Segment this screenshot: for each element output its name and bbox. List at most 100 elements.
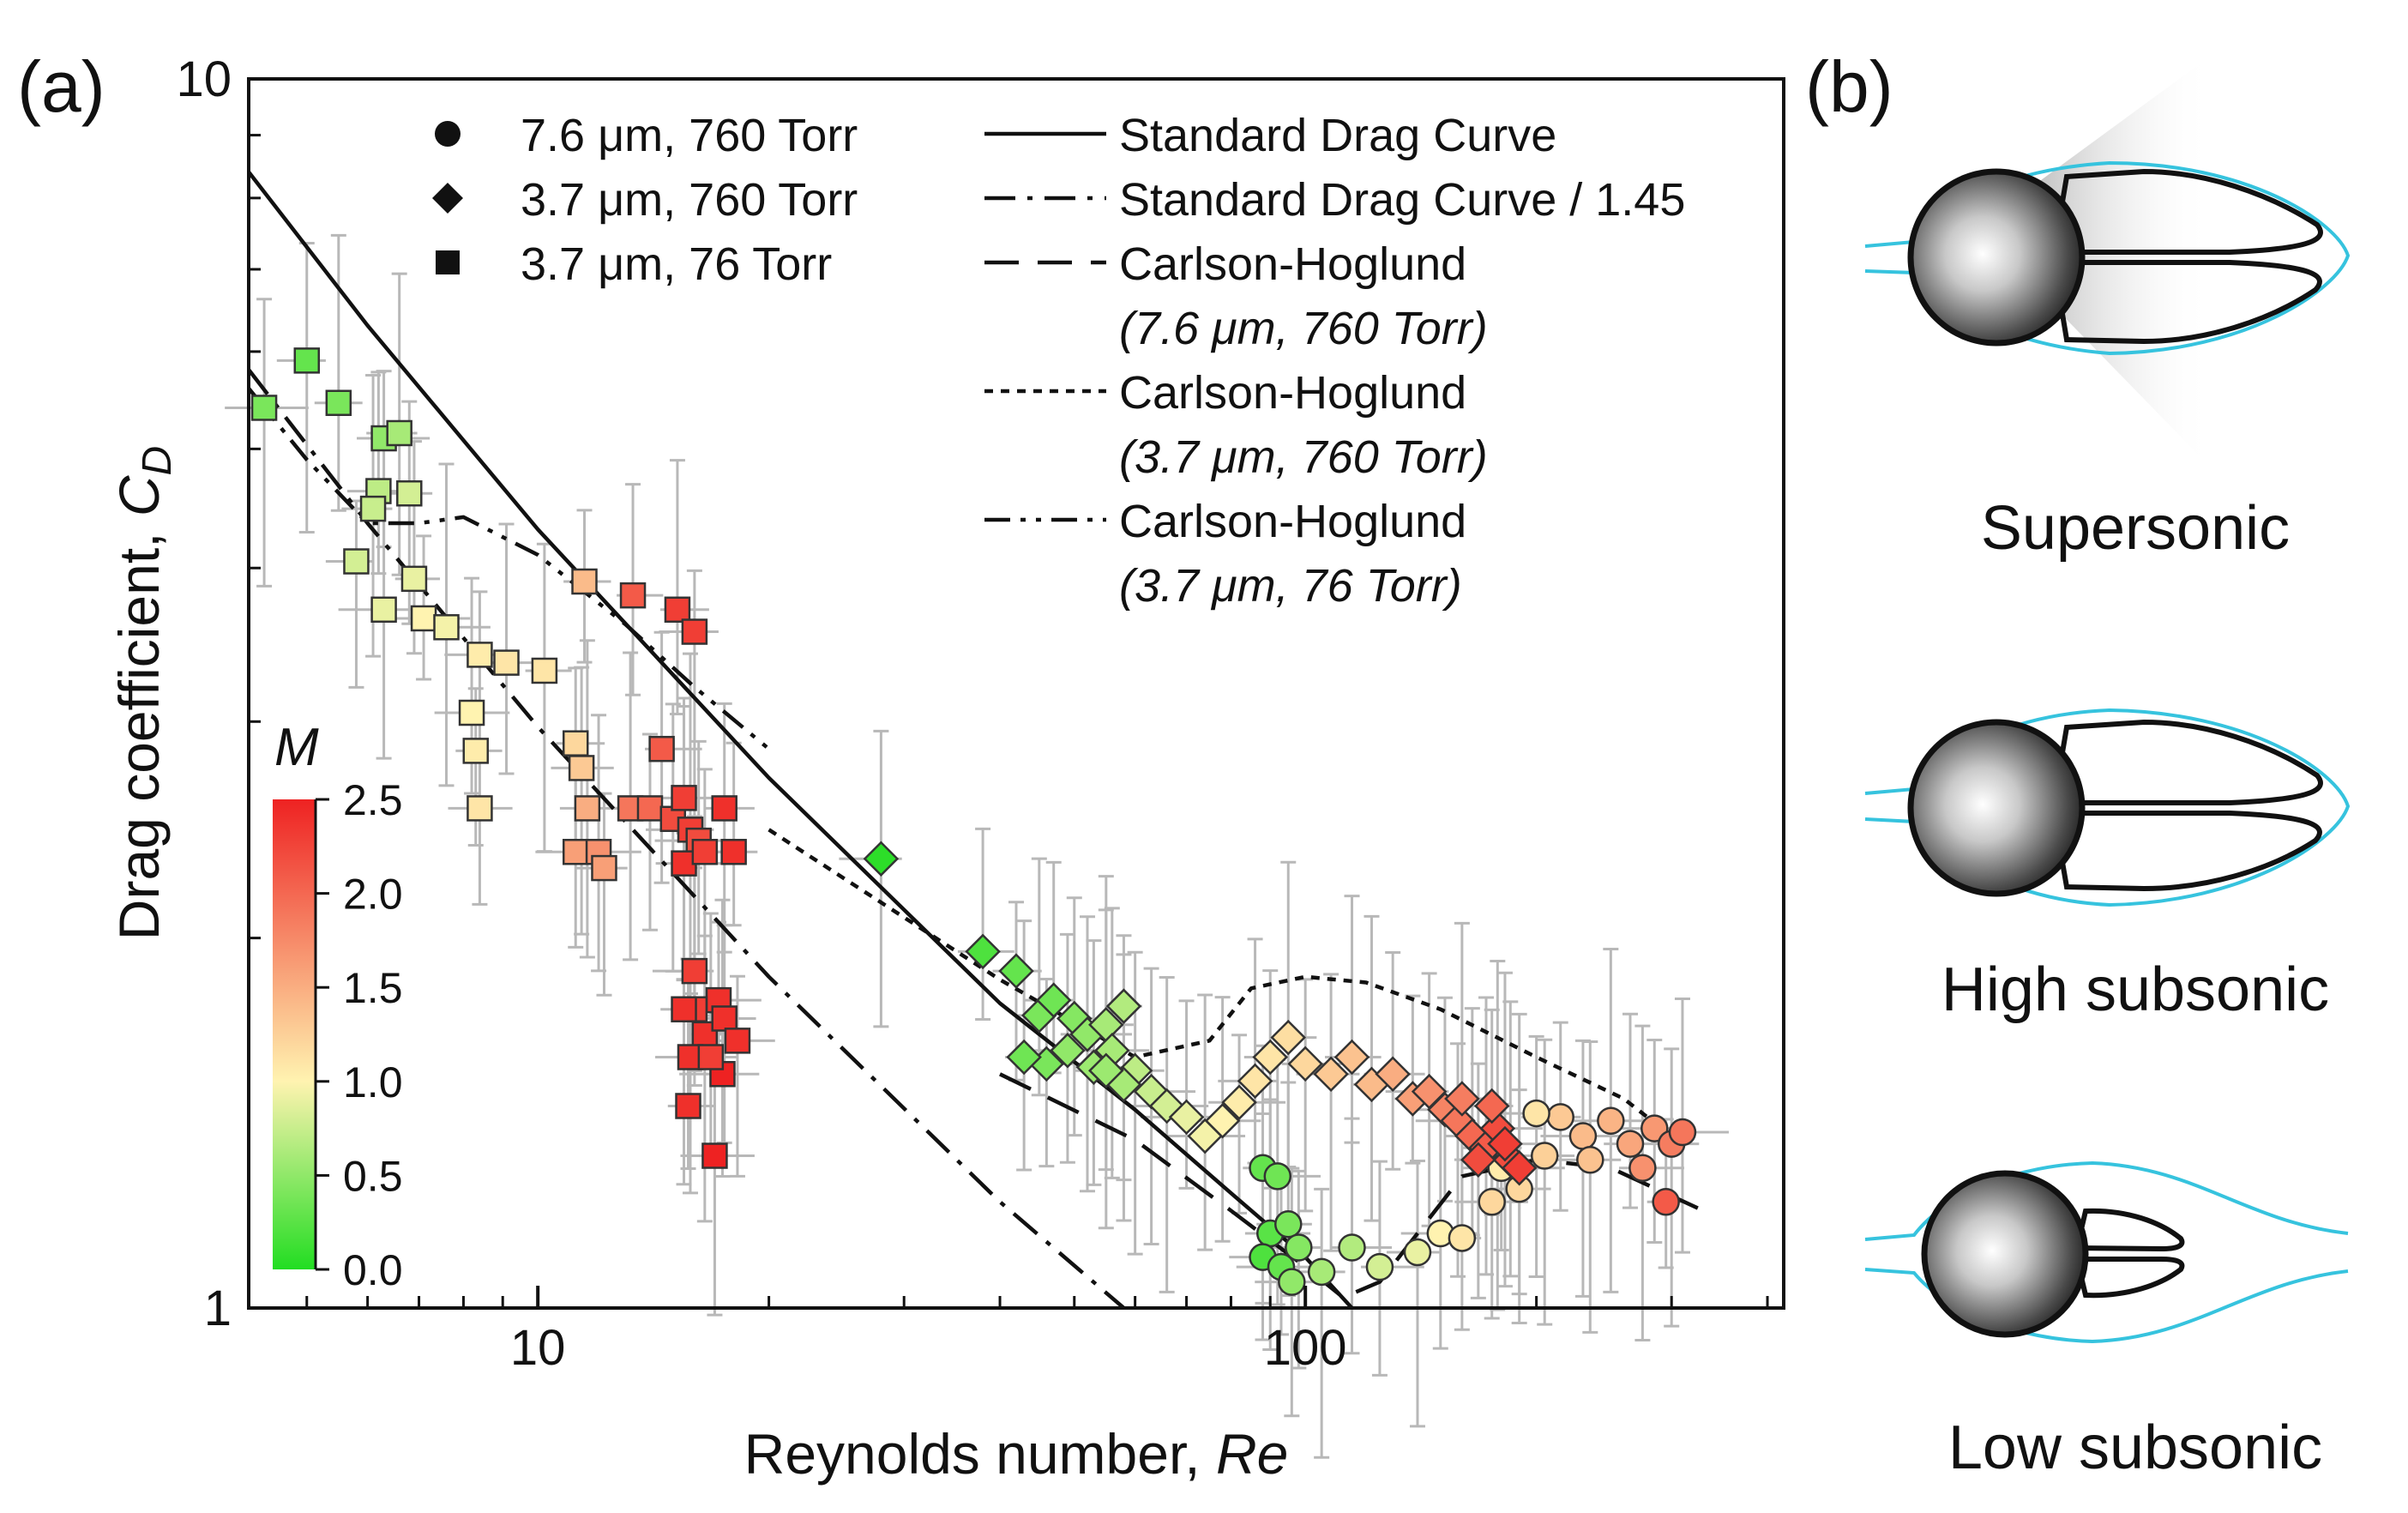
legend-line-label: Carlson-Hoglund: [1119, 238, 1466, 290]
legend-line-label: Carlson-Hoglund: [1119, 367, 1466, 419]
square-data-point: [293, 347, 321, 374]
square-data-point: [675, 1093, 701, 1119]
legend-line-label: Carlson-Hoglund: [1119, 496, 1466, 547]
high-subsonic-schematic: High subsonic: [1864, 708, 2351, 1024]
curve-dashdotdot: [247, 387, 771, 750]
diamond-data-point: [1237, 1063, 1273, 1100]
square-data-point: [410, 605, 437, 632]
square-data-point: [343, 548, 370, 575]
legend-markers: 7.6 μm, 760 Torr 3.7 μm, 760 Torr 3.7 μm, …: [432, 110, 858, 290]
legend-circle-marker: [435, 121, 461, 147]
y-tick-label: 10: [176, 51, 232, 107]
square-data-point: [671, 785, 697, 811]
colorbar-tick-label: 2.5: [343, 776, 403, 824]
diamond-data-point: [1444, 1081, 1480, 1117]
supersonic-schematic: Supersonic: [1864, 56, 2351, 563]
square-data-point: [636, 795, 664, 822]
square-data-point: [493, 649, 520, 676]
legend-marker-entry: 7.6 μm, 760 Torr: [435, 110, 858, 161]
legend-line-entry: Standard Drag Curve / 1.45: [984, 174, 1685, 226]
square-data-point: [433, 614, 460, 641]
legend-line-sublabel: (3.7 μm, 760 Torr): [1119, 431, 1488, 483]
low-subsonic-wake-upper: [2074, 1208, 2185, 1252]
supersonic-label: Supersonic: [1981, 494, 2290, 563]
high-subsonic-label: High subsonic: [1941, 955, 2329, 1024]
circle-data-point: [1568, 1122, 1598, 1150]
supersonic-sphere: [1907, 168, 2086, 347]
circle-data-point: [1448, 1224, 1477, 1252]
legend-marker-label: 3.7 μm, 76 Torr: [521, 238, 832, 290]
square-data-point: [467, 642, 493, 668]
circle-data-point: [1278, 1268, 1306, 1296]
circle-data-point: [1628, 1154, 1657, 1182]
square-data-point: [591, 854, 617, 882]
diamond-data-point: [863, 841, 900, 877]
colorbar-tick-label: 0.0: [343, 1246, 403, 1294]
plot-area: 10 100 1 10: [176, 51, 1785, 1459]
curve-dashed: [999, 1072, 1705, 1299]
square-data-point: [531, 657, 558, 684]
square-data-point: [562, 839, 589, 865]
diamond-data-point: [1287, 1046, 1323, 1082]
legend-lines: Standard Drag Curve Standard Drag Curve /…: [984, 110, 1685, 612]
square-data-point: [568, 755, 595, 781]
circle-data-point: [1285, 1233, 1313, 1262]
y-axis-label: Drag coefficient, CD: [107, 446, 180, 940]
circle-data-point: [1640, 1114, 1669, 1142]
colorbar-tick-label: 2.0: [343, 871, 403, 919]
legend-line-sublabel: (7.6 μm, 760 Torr): [1119, 303, 1488, 354]
square-data-point: [574, 795, 601, 822]
legend-marker-entry: 3.7 μm, 760 Torr: [432, 174, 858, 226]
panel-b-schematics: Supersonic High subsonic Low subsonic: [1864, 56, 2351, 1482]
square-data-point: [250, 395, 278, 421]
diamond-data-point: [1252, 1039, 1289, 1076]
square-data-point: [697, 1044, 725, 1070]
supersonic-wake-upper: [2050, 168, 2323, 255]
data-markers: [250, 347, 1697, 1296]
diamond-data-point: [1460, 1142, 1496, 1178]
y-tick-label: 1: [204, 1281, 232, 1336]
legend-marker-entry: 3.7 μm, 76 Torr: [436, 238, 832, 290]
square-data-point: [396, 480, 423, 507]
colorbar-title: M: [274, 718, 319, 777]
square-data-point: [619, 582, 647, 609]
legend: 7.6 μm, 760 Torr 3.7 μm, 760 Torr 3.7 μm, …: [432, 110, 1685, 612]
square-data-point: [571, 568, 598, 595]
diamond-data-point: [1487, 1125, 1523, 1162]
square-data-point: [681, 957, 708, 985]
diamond-data-point: [1333, 1039, 1370, 1076]
x-tick-label: 100: [1264, 1320, 1347, 1376]
square-data-point: [711, 1005, 737, 1032]
square-data-point: [467, 795, 493, 822]
legend-marker-label: 3.7 μm, 760 Torr: [521, 174, 858, 226]
diamond-data-point: [1221, 1084, 1257, 1121]
diamond-data-point: [1168, 1099, 1205, 1136]
x-tick-label: 10: [510, 1320, 566, 1376]
diamond-data-point: [1105, 988, 1142, 1024]
supersonic-wake-lower: [2050, 260, 2322, 345]
circle-data-point: [1338, 1233, 1366, 1262]
square-data-point: [711, 795, 737, 822]
diamond-data-point: [1313, 1056, 1349, 1093]
panel-b-label: (b): [1805, 46, 1893, 127]
diamond-data-point: [1204, 1103, 1241, 1139]
circle-data-point: [1530, 1142, 1559, 1170]
plot-frame: [247, 77, 1785, 1310]
circle-data-point: [1597, 1106, 1625, 1136]
circle-data-point: [1263, 1162, 1292, 1191]
curve-dashdot: [247, 368, 1125, 1310]
axis-ticks: 10 100 1 10: [176, 51, 1769, 1376]
square-data-point: [671, 996, 697, 1022]
x-axis-label: Reynolds number, Re: [744, 1422, 1289, 1486]
diamond-data-point: [1473, 1088, 1510, 1124]
legend-line-label: Standard Drag Curve / 1.45: [1119, 174, 1685, 226]
diamond-data-point: [1006, 1039, 1042, 1076]
low-subsonic-wake-lower: [2074, 1257, 2185, 1299]
circle-data-point: [1478, 1187, 1506, 1216]
diamond-data-point: [1088, 1052, 1124, 1089]
diamond-data-point: [998, 953, 1034, 989]
legend-line-label: Standard Drag Curve: [1119, 110, 1556, 161]
high-subsonic-streamline: [1864, 708, 2351, 907]
circle-data-point: [1668, 1118, 1697, 1147]
